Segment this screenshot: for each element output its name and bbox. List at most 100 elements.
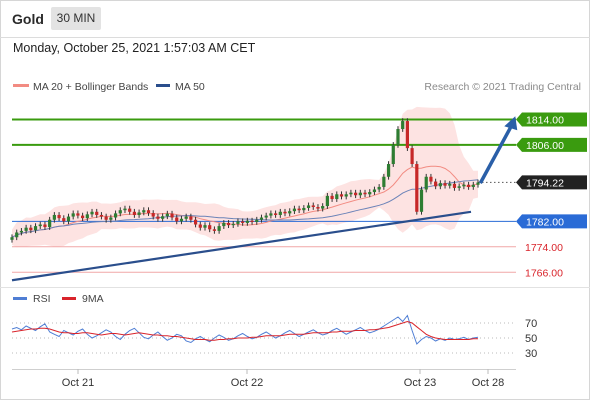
candle-body bbox=[278, 211, 282, 215]
candle-body bbox=[109, 217, 113, 220]
candle-body bbox=[137, 212, 141, 215]
candle-body bbox=[81, 215, 85, 219]
rsi-panel: 70 50 30 bbox=[11, 314, 537, 360]
candle-body bbox=[52, 214, 56, 220]
candle-body bbox=[29, 227, 33, 231]
candle-body bbox=[339, 194, 344, 197]
candle-body bbox=[241, 221, 245, 223]
candle-body bbox=[212, 229, 217, 231]
bollinger-band-area bbox=[12, 106, 478, 248]
rsi-signal-line bbox=[11, 320, 478, 341]
candle-body bbox=[264, 215, 268, 218]
candle-body bbox=[208, 225, 212, 230]
candle-body bbox=[71, 213, 75, 217]
candle-body bbox=[95, 211, 99, 215]
price-label-text: 1766.00 bbox=[525, 267, 563, 279]
candle-body bbox=[90, 211, 94, 215]
legend-label-ma50: MA 50 bbox=[175, 81, 205, 93]
candle-body bbox=[269, 213, 273, 216]
x-tick-label: Oct 28 bbox=[472, 377, 504, 389]
candle-body bbox=[57, 214, 61, 219]
candle-body bbox=[325, 195, 329, 207]
candle-body bbox=[462, 184, 466, 187]
trendline bbox=[11, 210, 472, 282]
candle-body bbox=[321, 206, 325, 209]
candle-body bbox=[377, 186, 381, 190]
price-label-text: 1794.22 bbox=[526, 177, 564, 189]
candle-body bbox=[245, 220, 249, 223]
candle-body bbox=[250, 220, 254, 222]
candle-body bbox=[85, 214, 89, 219]
candle-body bbox=[335, 194, 339, 200]
price-label-text: 1814.00 bbox=[526, 114, 564, 126]
candle-body bbox=[198, 224, 202, 228]
trendline-group bbox=[11, 116, 518, 282]
candle-body bbox=[24, 227, 28, 231]
candle-body bbox=[344, 194, 348, 197]
price-label-1774.00: 1774.00 bbox=[525, 242, 563, 254]
price-levels bbox=[12, 118, 516, 273]
candle-body bbox=[189, 216, 193, 220]
candle-body bbox=[372, 189, 377, 193]
timeframe-badge[interactable]: 30 MIN bbox=[51, 7, 101, 30]
candle-body bbox=[170, 213, 174, 218]
candle-body bbox=[132, 211, 136, 215]
legend-label-rsi: RSI bbox=[33, 293, 51, 305]
candle-body bbox=[410, 148, 414, 165]
candle-body bbox=[48, 219, 52, 228]
candle-body bbox=[38, 224, 42, 227]
candle-body bbox=[118, 210, 122, 214]
candle-body bbox=[231, 223, 235, 226]
candle-body bbox=[62, 218, 66, 222]
price-label-1814.00: 1814.00 bbox=[516, 112, 587, 127]
rsi-tick-label: 50 bbox=[525, 333, 537, 345]
price-label-1766.00: 1766.00 bbox=[525, 267, 563, 279]
candle-body bbox=[142, 210, 146, 213]
candle-body bbox=[76, 213, 80, 216]
candle-body bbox=[99, 214, 104, 217]
legend-swatch-ma20 bbox=[13, 84, 29, 87]
candle-body bbox=[217, 226, 221, 231]
candlesticks bbox=[10, 118, 480, 243]
candle-body bbox=[161, 216, 165, 219]
candle-body bbox=[382, 176, 386, 187]
candle-body bbox=[443, 183, 447, 186]
candle-body bbox=[386, 164, 391, 177]
candle-body bbox=[236, 221, 240, 224]
candle-body bbox=[259, 217, 264, 220]
ma50-line bbox=[11, 179, 479, 238]
candle-body bbox=[354, 192, 358, 196]
candle-body bbox=[156, 216, 160, 219]
candle-body bbox=[368, 192, 372, 195]
candle-body bbox=[405, 121, 409, 149]
candle-body bbox=[297, 208, 301, 211]
candle-body bbox=[434, 181, 438, 187]
candle-body bbox=[33, 226, 38, 231]
bollinger-bands bbox=[12, 106, 478, 248]
x-tick-label: Oct 23 bbox=[404, 377, 436, 389]
candle-body bbox=[226, 222, 231, 226]
projection-arrow-head bbox=[504, 116, 518, 131]
candle-body bbox=[184, 216, 188, 219]
candle-body bbox=[306, 205, 311, 208]
chart-header: Gold 30 MIN bbox=[0, 0, 590, 38]
candle-body bbox=[292, 208, 297, 212]
candle-body bbox=[438, 183, 442, 187]
x-tick-label: Oct 21 bbox=[62, 377, 94, 389]
candle-body bbox=[396, 129, 400, 145]
price-label-box bbox=[516, 112, 587, 127]
candle-body bbox=[415, 164, 419, 212]
candle-body bbox=[19, 230, 24, 233]
candle-body bbox=[273, 213, 278, 215]
candle-body bbox=[330, 195, 334, 200]
legend-label-9ma: 9MA bbox=[82, 293, 104, 305]
candle-body bbox=[349, 192, 353, 195]
candle-body bbox=[113, 213, 118, 218]
x-axis-ticks: Oct 21 Oct 22 Oct 23 Oct 28 bbox=[62, 369, 504, 389]
ma20-line bbox=[11, 165, 479, 238]
candle-body bbox=[43, 224, 47, 228]
candle-body bbox=[66, 216, 71, 222]
candle-body bbox=[151, 213, 155, 217]
candle-body bbox=[476, 182, 480, 185]
candle-body bbox=[128, 208, 132, 212]
